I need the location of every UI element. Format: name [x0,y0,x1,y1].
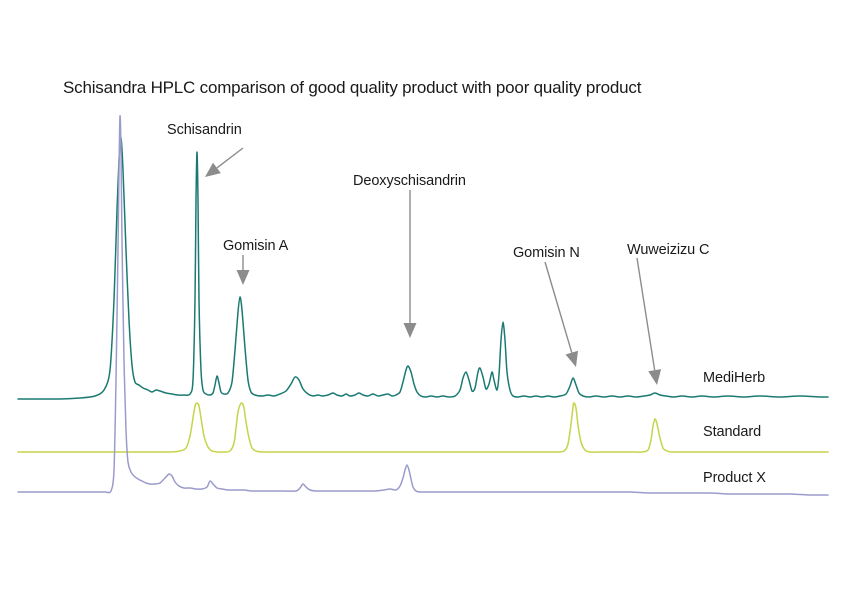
trace-legend-label-mediherb: MediHerb [703,370,766,386]
peak-label-wuweizizu-c: Wuweizizu C [627,242,710,258]
arrow-shaft-schisandrin [216,147,244,169]
trace-group [17,115,829,496]
arrow-head-deoxyschisandrin [403,323,417,338]
peak-label-gomisin-a: Gomisin A [223,238,289,254]
annotation-arrows-group [205,147,662,385]
peak-label-schisandrin: Schisandrin [167,122,242,138]
trace-legend-label-product-x: Product X [703,470,766,486]
arrow-head-schisandrin [205,162,221,177]
trace-product-x [17,115,829,496]
trace-legend-label-standard: Standard [703,424,762,440]
arrow-head-wuweizizu-c [648,369,662,385]
arrow-shaft-gomisin-n [544,261,573,353]
peak-label-gomisin-n: Gomisin N [513,245,580,261]
arrow-head-gomisin-a [236,270,250,285]
arrow-head-gomisin-n [565,350,578,367]
trace-standard [17,402,829,453]
trace-mediherb [17,137,829,400]
page-title: Schisandra HPLC comparison of good quali… [63,78,642,97]
peak-label-deoxyschisandrin: Deoxyschisandrin [353,173,466,189]
arrow-shaft-wuweizizu-c [636,257,656,371]
